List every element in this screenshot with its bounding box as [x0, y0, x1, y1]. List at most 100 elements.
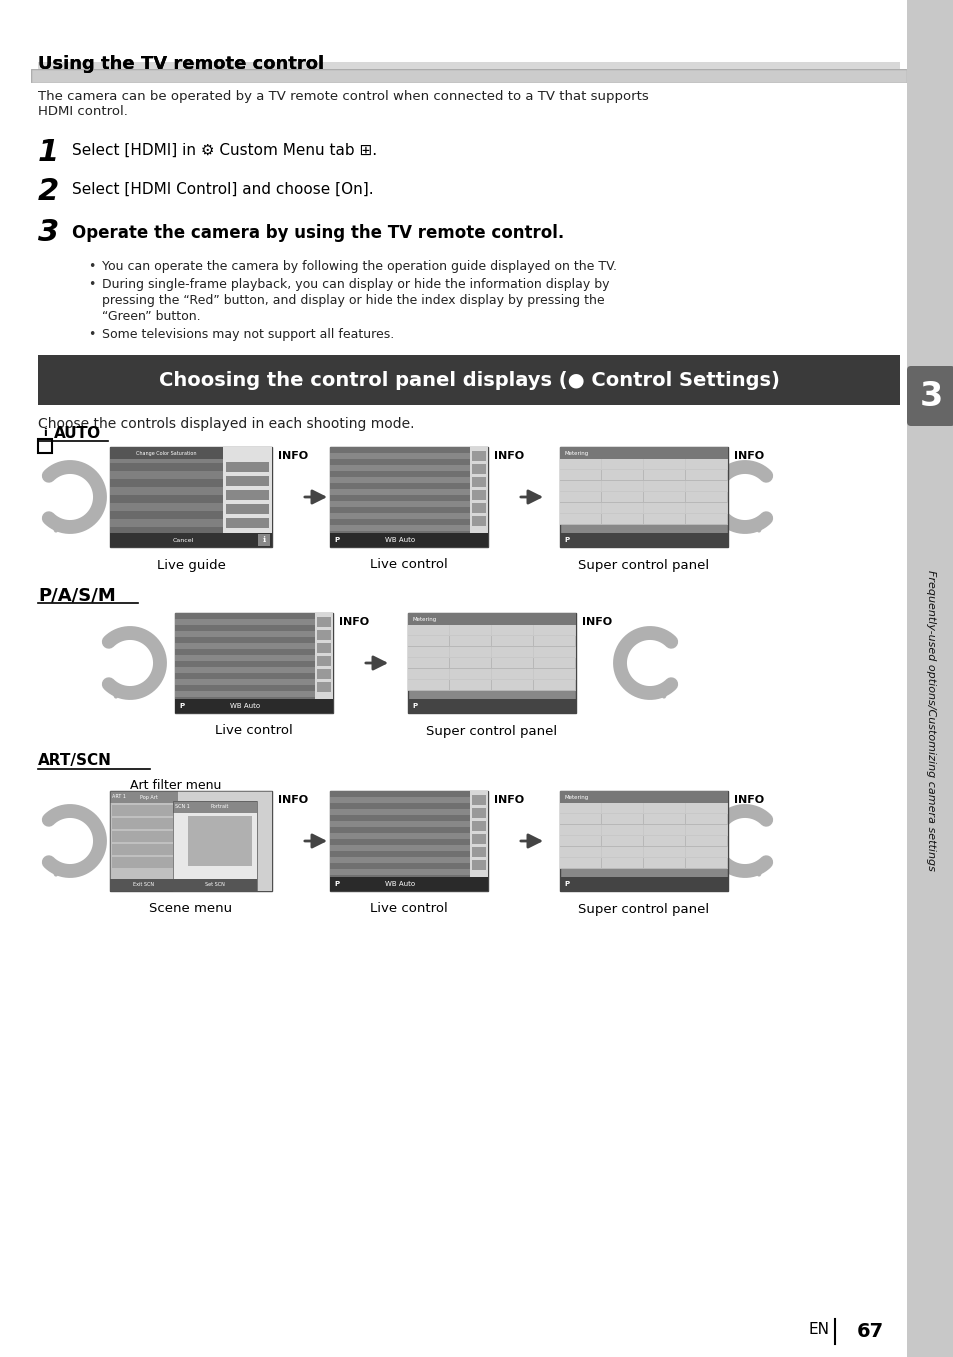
Text: INFO: INFO — [494, 795, 523, 805]
Bar — [534, 669, 575, 678]
Bar — [643, 836, 684, 845]
Bar — [492, 680, 533, 689]
Bar — [408, 669, 449, 678]
Bar — [472, 464, 485, 474]
Bar — [472, 478, 485, 487]
Bar — [330, 826, 470, 833]
Bar — [472, 795, 485, 805]
Bar — [188, 816, 252, 866]
Text: WB Auto: WB Auto — [384, 881, 415, 887]
Bar — [472, 807, 485, 818]
Bar — [492, 647, 533, 657]
Text: INFO: INFO — [338, 617, 369, 627]
Bar — [472, 821, 485, 830]
Bar — [330, 501, 470, 508]
Bar — [559, 459, 600, 470]
Bar — [559, 470, 727, 480]
Bar — [408, 647, 576, 658]
Bar — [559, 825, 600, 835]
Bar — [601, 459, 642, 470]
Text: Metering: Metering — [413, 616, 436, 622]
Text: 3: 3 — [38, 218, 59, 247]
Text: P: P — [563, 537, 569, 543]
Bar — [174, 678, 314, 685]
Bar — [559, 503, 600, 513]
Bar — [110, 791, 272, 892]
Bar — [112, 844, 175, 855]
Bar — [601, 514, 642, 524]
Bar — [685, 814, 726, 824]
Bar — [110, 791, 272, 892]
Bar — [330, 863, 470, 868]
Bar — [226, 476, 269, 486]
Bar — [174, 661, 314, 668]
Bar — [601, 493, 642, 502]
Bar — [408, 636, 449, 646]
Text: Using the TV remote control: Using the TV remote control — [38, 56, 324, 73]
Bar — [559, 814, 600, 824]
Bar — [685, 470, 726, 480]
Bar — [601, 836, 642, 845]
Bar — [110, 446, 223, 547]
Bar — [492, 626, 533, 635]
Bar — [316, 669, 331, 678]
Bar — [470, 446, 488, 533]
Bar — [408, 636, 576, 647]
Bar — [559, 791, 727, 803]
Bar — [450, 636, 491, 646]
Text: Set SCN: Set SCN — [205, 882, 225, 887]
Text: 3: 3 — [919, 380, 942, 413]
Bar — [559, 459, 727, 470]
Bar — [408, 647, 449, 657]
Bar — [408, 680, 576, 691]
Bar — [470, 791, 488, 877]
Bar — [330, 877, 488, 892]
Bar — [330, 797, 470, 803]
Bar — [559, 836, 600, 845]
Bar — [601, 847, 642, 858]
Bar — [330, 791, 488, 892]
Text: Frequently-used options/Customizing camera settings: Frequently-used options/Customizing came… — [925, 570, 935, 870]
Bar — [559, 514, 600, 524]
Bar — [534, 680, 575, 689]
Text: Super control panel: Super control panel — [578, 559, 709, 571]
Text: Live guide: Live guide — [156, 559, 225, 571]
Bar — [110, 495, 223, 503]
Text: Live control: Live control — [370, 559, 447, 571]
Bar — [330, 453, 470, 459]
Text: Pop Art: Pop Art — [140, 794, 158, 799]
Bar — [472, 490, 485, 499]
Bar — [330, 875, 470, 881]
Bar — [330, 446, 488, 547]
Bar — [559, 877, 727, 892]
Bar — [172, 879, 256, 892]
Text: Using the TV remote control: Using the TV remote control — [38, 56, 324, 73]
Bar — [110, 791, 272, 892]
Text: INFO: INFO — [733, 795, 763, 805]
Bar — [492, 636, 533, 646]
Bar — [174, 619, 314, 626]
Text: 2: 2 — [38, 176, 59, 206]
FancyBboxPatch shape — [906, 366, 953, 426]
Text: ART 1: ART 1 — [112, 794, 126, 799]
Bar — [601, 814, 642, 824]
Bar — [38, 356, 899, 404]
Bar — [685, 503, 726, 513]
Text: Super control panel: Super control panel — [578, 902, 709, 916]
Bar — [110, 879, 178, 892]
Bar — [450, 626, 491, 635]
Bar — [685, 836, 726, 845]
Bar — [314, 613, 333, 699]
Bar — [472, 835, 485, 844]
Bar — [408, 699, 576, 712]
Bar — [559, 803, 600, 813]
Text: P/A/S/M: P/A/S/M — [38, 588, 115, 605]
Bar — [330, 809, 470, 816]
Bar — [172, 801, 256, 892]
Bar — [110, 527, 223, 535]
Bar — [330, 525, 470, 531]
Bar — [472, 847, 485, 858]
Bar — [110, 791, 178, 803]
Bar — [559, 446, 727, 547]
Bar — [472, 516, 485, 527]
